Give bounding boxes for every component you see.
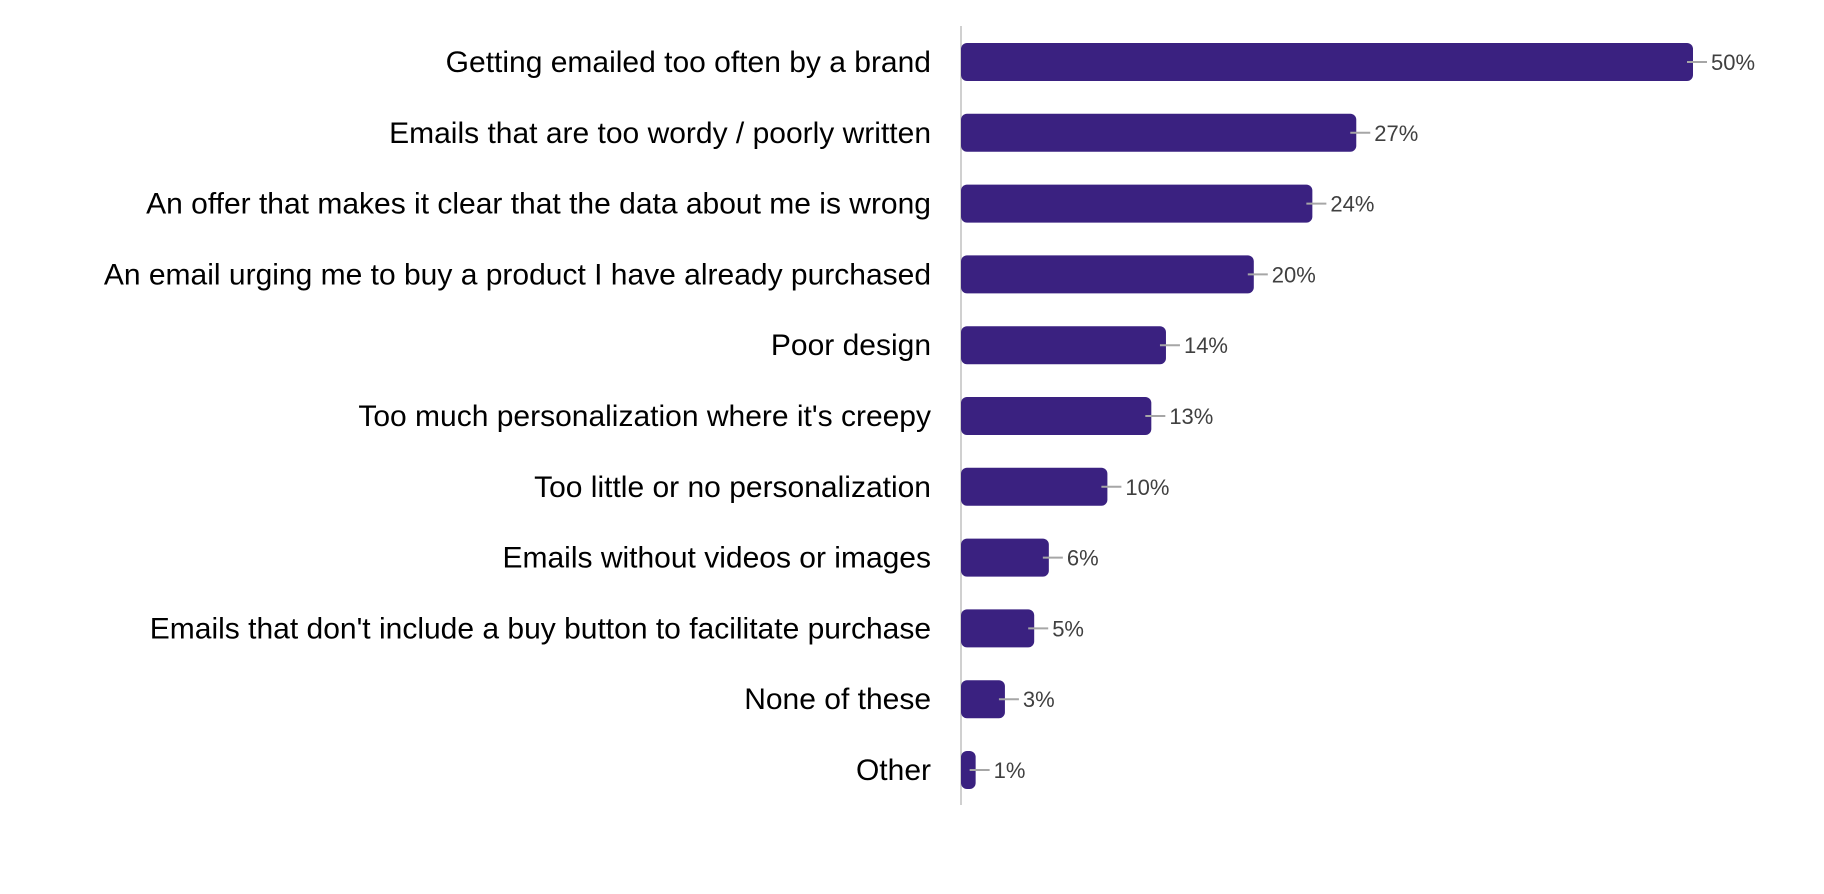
bar xyxy=(961,184,1313,223)
data-labels-group: 50% 27% 24% 20% 14% 13% 10% 6% 5% 3% 1% xyxy=(969,50,1755,783)
bars-group xyxy=(961,43,1693,789)
data-label: 27% xyxy=(1374,121,1418,146)
category-label: Getting emailed too often by a brand xyxy=(446,46,931,79)
data-label: 24% xyxy=(1330,192,1374,217)
bar xyxy=(961,609,1035,648)
bar xyxy=(961,467,1108,506)
category-label: Too much personalization where it's cree… xyxy=(358,400,931,433)
bar xyxy=(961,538,1049,577)
data-label: 3% xyxy=(1023,687,1055,712)
category-label: None of these xyxy=(744,683,931,716)
category-label: Emails without videos or images xyxy=(502,542,931,575)
category-label: Other xyxy=(856,754,931,787)
bar xyxy=(961,255,1254,294)
bar xyxy=(961,43,1693,81)
data-label: 6% xyxy=(1067,546,1099,571)
data-label: 1% xyxy=(994,758,1026,783)
category-label: Poor design xyxy=(771,329,931,362)
data-label: 10% xyxy=(1125,475,1169,500)
data-label: 14% xyxy=(1184,333,1228,358)
bar xyxy=(961,113,1357,152)
bar xyxy=(961,397,1152,435)
category-label: Emails that are too wordy / poorly writt… xyxy=(389,117,931,150)
category-labels-group: Getting emailed too often by a brand Emai… xyxy=(104,46,931,787)
data-label: 13% xyxy=(1169,404,1213,429)
data-label: 50% xyxy=(1711,50,1755,75)
category-label: Emails that don't include a buy button t… xyxy=(150,612,931,645)
bar xyxy=(961,326,1166,365)
category-label: An email urging me to buy a product I ha… xyxy=(104,258,931,291)
category-label: An offer that makes it clear that the da… xyxy=(146,188,931,221)
bar xyxy=(961,680,1005,719)
bar xyxy=(961,751,976,789)
data-label: 5% xyxy=(1052,616,1084,641)
data-label: 20% xyxy=(1272,262,1316,287)
category-label: Too little or no personalization xyxy=(534,471,931,504)
